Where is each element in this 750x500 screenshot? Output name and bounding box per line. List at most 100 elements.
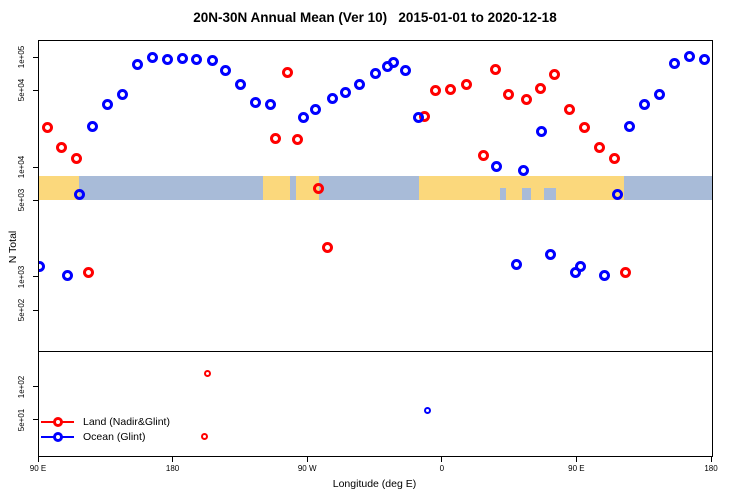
ocean-point — [370, 67, 381, 79]
ocean-point — [61, 269, 73, 281]
x-axis-tick — [172, 457, 174, 462]
land-point — [55, 141, 67, 153]
land-point — [292, 134, 304, 146]
land-point — [521, 93, 533, 105]
ocean-point — [132, 58, 144, 70]
x-axis-tick-label: 0 — [439, 464, 445, 473]
y-axis-tick — [33, 309, 38, 311]
land-point — [70, 152, 82, 164]
legend-marker-land-icon — [41, 416, 74, 427]
map-band-land — [39, 176, 80, 200]
ocean-point — [190, 53, 202, 65]
x-axis-tick-label: 90 E — [568, 464, 585, 473]
ocean-point — [413, 111, 425, 123]
ocean-point — [235, 78, 247, 90]
map-band-land — [296, 176, 319, 200]
land-point — [489, 63, 501, 75]
map-band-ocean-notch — [522, 188, 532, 200]
ocean-point — [298, 111, 310, 123]
y-axis-tick-label: 5e+04 — [16, 78, 26, 102]
land-point — [609, 152, 621, 164]
ocean-point — [536, 126, 547, 138]
ocean-point — [117, 88, 129, 100]
x-axis-tick — [37, 457, 39, 462]
map-band-ocean-notch — [499, 188, 506, 200]
land-point — [322, 242, 334, 254]
y-axis-tick-label: 5e+02 — [16, 298, 26, 322]
legend-label-land: Land (Nadir&Glint) — [83, 415, 170, 428]
y-axis-tick — [33, 386, 38, 388]
land-point — [313, 183, 325, 195]
ocean-point — [387, 56, 399, 68]
y-axis-tick-label: 1e+05 — [16, 45, 26, 69]
y-axis-tick — [33, 89, 38, 91]
ocean-point — [39, 261, 45, 273]
land-point — [203, 370, 211, 378]
y-axis-tick — [33, 419, 38, 421]
ocean-point — [310, 103, 322, 115]
map-band-land — [418, 176, 624, 200]
y-axis-tick — [33, 166, 38, 168]
map-band-land — [263, 176, 291, 200]
ocean-point — [265, 98, 277, 110]
land-point — [42, 121, 54, 133]
land-point — [619, 267, 631, 279]
ocean-point — [326, 92, 338, 104]
chart-title: 20N-30N Annual Mean (Ver 10) 2015-01-01 … — [193, 10, 557, 25]
ocean-point — [353, 79, 365, 91]
ocean-point — [669, 57, 681, 69]
ocean-point — [399, 64, 411, 76]
y-axis-tick-label: 1e+02 — [16, 375, 26, 399]
ocean-point — [654, 88, 666, 100]
ocean-point — [340, 86, 352, 98]
ocean-point — [220, 64, 232, 76]
ocean-point — [684, 50, 696, 62]
land-point — [477, 149, 489, 161]
ocean-point — [423, 406, 431, 414]
land-point — [269, 132, 281, 144]
legend-item-ocean: Ocean (Glint) — [41, 429, 170, 444]
land-point — [201, 433, 208, 441]
ocean-point — [574, 261, 586, 273]
y-axis-title: N Total — [7, 230, 19, 264]
y-axis-tick-label: 5e+01 — [16, 408, 26, 432]
ocean-point — [250, 96, 262, 108]
land-point — [534, 82, 546, 94]
ocean-point — [518, 164, 530, 176]
x-axis-tick-label: 90 W — [297, 464, 317, 473]
land-point — [82, 266, 94, 278]
y-axis-tick-label: 5e+03 — [16, 188, 26, 212]
ocean-point — [102, 98, 114, 110]
land-point — [564, 103, 576, 115]
ocean-point — [73, 188, 85, 200]
x-axis-tick — [306, 457, 308, 462]
land-point — [549, 68, 561, 80]
map-band-ocean-notch — [544, 188, 557, 200]
ocean-point — [206, 54, 218, 66]
land-point — [503, 88, 515, 100]
x-axis-tick — [441, 457, 443, 462]
land-point — [579, 121, 591, 133]
x-axis-tick — [710, 457, 712, 462]
land-point — [594, 141, 606, 153]
ocean-point — [147, 51, 159, 63]
x-axis-tick-label: 180 — [704, 464, 718, 473]
ocean-point — [612, 188, 624, 200]
y-axis-tick-label: 1e+04 — [16, 155, 26, 179]
legend: Land (Nadir&Glint) Ocean (Glint) — [41, 414, 170, 444]
ocean-point — [639, 98, 651, 110]
x-axis-title: Longitude (deg E) — [332, 478, 417, 490]
x-axis-tick-label: 180 — [165, 464, 180, 473]
land-point — [461, 79, 473, 91]
y-axis-tick — [33, 56, 38, 58]
ocean-point — [544, 248, 556, 260]
legend-label-ocean: Ocean (Glint) — [83, 430, 146, 443]
ocean-point — [162, 53, 174, 65]
x-axis-tick-label: 90 E — [29, 464, 47, 473]
y-axis-tick — [33, 276, 38, 278]
land-point — [281, 66, 293, 78]
ocean-point — [510, 258, 522, 270]
land-point — [429, 84, 441, 96]
separator-line — [39, 350, 712, 352]
